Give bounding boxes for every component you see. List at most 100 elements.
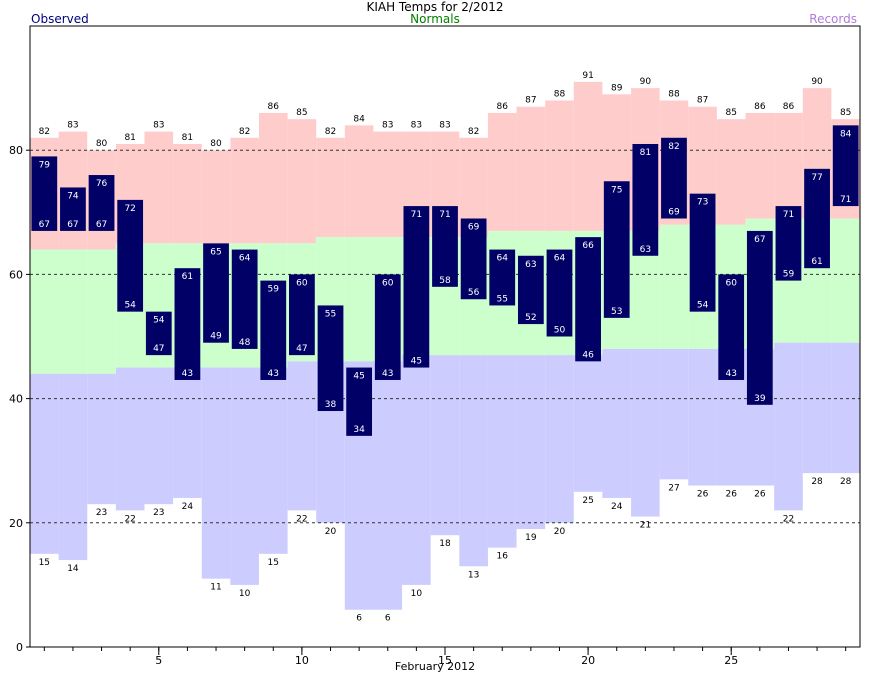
observed-high-label: 71 (439, 210, 450, 220)
x-tick-label: 20 (581, 654, 595, 667)
record-low-band (774, 342, 803, 511)
record-high-band (258, 112, 288, 244)
record-low-band (173, 367, 202, 498)
record-high-band (573, 81, 603, 231)
record-low-band (201, 367, 231, 579)
record-low-label: 24 (182, 502, 194, 512)
record-low-label: 23 (153, 508, 164, 518)
observed-bar (203, 243, 229, 343)
record-high-label: 85 (840, 108, 851, 118)
record-low-label: 11 (210, 583, 221, 593)
record-low-label: 15 (39, 558, 50, 568)
record-high-label: 83 (153, 121, 164, 131)
observed-low-label: 63 (640, 245, 651, 255)
observed-bar (432, 206, 458, 287)
observed-high-label: 73 (697, 198, 708, 208)
observed-high-label: 81 (640, 148, 651, 158)
y-tick-label: 40 (9, 393, 23, 406)
record-low-label: 26 (754, 490, 766, 500)
record-high-band (201, 150, 231, 244)
record-high-label: 83 (382, 121, 393, 131)
observed-low-label: 45 (411, 357, 422, 367)
record-high-label: 86 (268, 102, 280, 112)
observed-high-label: 54 (153, 316, 165, 326)
legend-records: Records (809, 12, 857, 26)
observed-bar (775, 206, 802, 281)
observed-high-label: 64 (554, 254, 566, 264)
record-low-label: 16 (497, 552, 509, 562)
observed-bar (546, 249, 573, 337)
observed-high-label: 60 (296, 278, 308, 288)
record-low-label: 22 (296, 514, 307, 524)
record-high-label: 88 (668, 90, 680, 100)
record-low-band (258, 367, 288, 554)
record-low-label: 26 (697, 490, 709, 500)
observed-bar (317, 305, 344, 412)
record-high-band (173, 143, 202, 244)
observed-high-label: 69 (468, 223, 480, 233)
observed-low-label: 47 (296, 344, 307, 354)
observed-bar (832, 125, 859, 207)
observed-low-label: 58 (439, 276, 451, 286)
x-tick-label: 10 (295, 654, 309, 667)
record-high-label: 88 (554, 90, 566, 100)
record-low-label: 20 (325, 527, 337, 537)
observed-low-label: 69 (668, 208, 680, 218)
observed-high-label: 64 (497, 254, 509, 264)
record-low-label: 6 (356, 614, 362, 624)
record-high-label: 90 (640, 77, 652, 87)
record-low-band (230, 367, 259, 585)
observed-bar (145, 311, 172, 356)
record-high-band (545, 100, 574, 231)
record-high-label: 80 (210, 139, 222, 149)
observed-bar (31, 156, 58, 231)
observed-bar (174, 268, 201, 380)
normal-band (87, 249, 116, 374)
record-high-band (316, 137, 345, 238)
record-low-label: 28 (811, 477, 823, 487)
record-low-band (802, 342, 832, 474)
record-high-label: 82 (39, 127, 50, 137)
observed-bar (804, 168, 830, 269)
observed-bar (117, 199, 144, 312)
observed-bar (661, 137, 687, 219)
record-low-label: 18 (439, 539, 451, 549)
observed-low-label: 43 (382, 369, 393, 379)
y-tick-label: 80 (9, 144, 23, 157)
record-low-band (402, 355, 431, 585)
record-low-label: 19 (525, 533, 537, 543)
record-low-band (573, 355, 603, 492)
record-low-label: 27 (668, 483, 679, 493)
record-high-label: 81 (124, 133, 135, 143)
observed-high-label: 79 (39, 160, 51, 170)
record-low-band (545, 355, 574, 523)
observed-high-label: 82 (668, 142, 679, 152)
record-low-band (430, 355, 460, 536)
observed-low-label: 43 (268, 369, 279, 379)
record-low-label: 13 (468, 570, 479, 580)
observed-low-label: 67 (39, 220, 50, 230)
observed-bar (60, 187, 86, 231)
observed-high-label: 61 (182, 272, 193, 282)
record-low-label: 24 (611, 502, 623, 512)
observed-low-label: 67 (67, 220, 78, 230)
record-low-label: 21 (640, 521, 651, 531)
record-high-label: 89 (611, 83, 623, 93)
record-low-band (516, 355, 546, 530)
observed-low-label: 59 (783, 270, 795, 280)
record-high-label: 85 (725, 108, 736, 118)
record-low-band (487, 355, 517, 548)
normal-band (831, 218, 860, 343)
y-tick-label: 20 (9, 517, 23, 530)
record-low-label: 28 (840, 477, 852, 487)
observed-low-label: 53 (611, 307, 622, 317)
record-low-label: 22 (783, 514, 794, 524)
y-tick-label: 60 (9, 268, 23, 281)
observed-low-label: 50 (554, 326, 566, 336)
observed-low-label: 47 (153, 344, 164, 354)
record-low-band (631, 348, 660, 517)
record-low-label: 6 (385, 614, 391, 624)
y-tick-label: 0 (16, 641, 23, 654)
x-tick-label: 15 (438, 654, 452, 667)
observed-high-label: 60 (725, 278, 737, 288)
